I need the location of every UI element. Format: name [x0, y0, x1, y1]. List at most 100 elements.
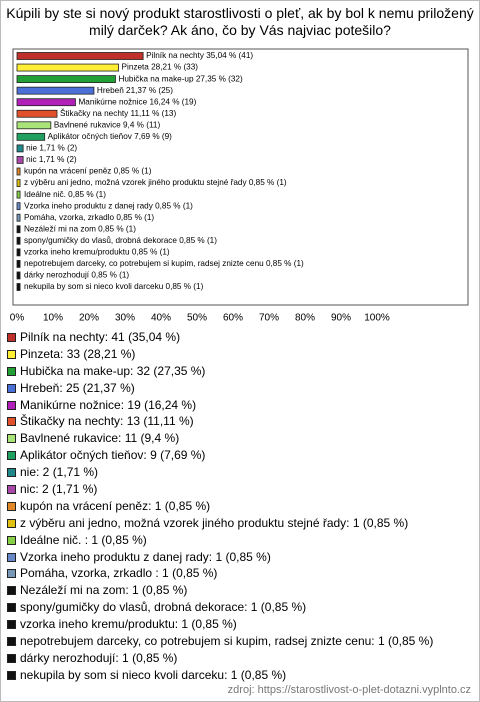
bar-label: Pilník na nechty 35,04 % (41) [146, 51, 253, 60]
legend-label: dárky nerozhodují: 1 (0,85 %) [20, 650, 178, 665]
legend-item: Bavlnené rukavice: 11 (9,4 %) [7, 431, 469, 446]
legend-item: Aplikátor očných tieňov: 9 (7,69 %) [7, 448, 469, 463]
x-tick-label: 90% [331, 313, 351, 324]
x-tick-label: 30% [115, 313, 135, 324]
source: zdroj: https://starostlivost-o-plet-dota… [227, 684, 471, 696]
legend-swatch [7, 603, 16, 613]
bar-label: z výběru ani jedno, možná vzorek jiného … [24, 178, 287, 187]
bar-label: Aplikátor očných tieňov 7,69 % (9) [48, 132, 173, 141]
legend-label: Bavlnené rukavice: 11 (9,4 %) [20, 431, 180, 446]
legend-item: Hubička na make-up: 32 (27,35 %) [7, 364, 469, 379]
bar-label: dárky nerozhodují 0,85 % (1) [24, 271, 129, 280]
legend-label: vzorka ineho kremu/produktu: 1 (0,85 %) [20, 617, 237, 632]
legend-swatch [7, 653, 16, 663]
bar [16, 283, 21, 291]
legend-swatch [7, 670, 16, 680]
legend-swatch [7, 501, 16, 511]
x-tick-label: 70% [259, 313, 279, 324]
bar [16, 190, 21, 199]
legend-label: nepotrebujem darceky, co potrebujem si k… [20, 634, 434, 649]
bar [16, 98, 76, 107]
legend-item: Nezáleží mi na zom: 1 (0,85 %) [7, 583, 469, 598]
legend-swatch [7, 535, 16, 545]
x-tick-label: 20% [79, 313, 99, 324]
bar-label: nie 1,71 % (2) [26, 144, 77, 153]
legend-swatch [7, 349, 16, 359]
bar-label: Manikúrne nožnice 16,24 % (19) [78, 97, 196, 106]
legend-label: z výběru ani jedno, možná vzorek jiného … [20, 515, 409, 530]
legend-label: Pinzeta: 33 (28,21 %) [20, 346, 136, 361]
bar-label: nekupila by som si nieco kvoli darceku 0… [24, 282, 204, 291]
bar-label: Vzorka ineho produktu z danej rady 0,85 … [24, 201, 193, 210]
x-tick-label: 100% [364, 313, 390, 324]
legend-swatch [7, 434, 16, 444]
legend-swatch [7, 637, 16, 647]
legend-label: nekupila by som si nieco kvoli darceku: … [20, 667, 287, 682]
bar-label: Štikačky na nechty 11,11 % (13) [60, 108, 176, 118]
bar-label: Bavlnené rukavice 9,4 % (11) [54, 120, 161, 129]
legend-swatch [7, 468, 16, 478]
bar [16, 132, 46, 141]
chart-title: Kúpili by ste si nový produkt starostliv… [6, 5, 474, 38]
bar [16, 213, 21, 222]
legend-item: Vzorka ineho produktu z danej rady: 1 (0… [7, 550, 469, 565]
bar [16, 248, 21, 257]
bar [16, 121, 52, 130]
bar [16, 63, 119, 72]
legend-item: nepotrebujem darceky, co potrebujem si k… [7, 634, 469, 649]
legend-item: Manikúrne nožnice: 19 (16,24 %) [7, 398, 469, 413]
legend-swatch [7, 400, 16, 410]
legend-label: Hubička na make-up: 32 (27,35 %) [20, 363, 206, 378]
legend-label: Štikačky na nechty: 13 (11,11 %) [20, 414, 194, 429]
legend-swatch [7, 451, 16, 461]
legend-label: Aplikátor očných tieňov: 9 (7,69 %) [20, 448, 206, 463]
legend-label: Nezáleží mi na zom: 1 (0,85 %) [20, 583, 188, 598]
legend-label: Hrebeň: 25 (21,37 %) [20, 380, 135, 395]
bar [16, 109, 58, 118]
bar-label: Pinzeta 28,21 % (33) [122, 63, 199, 72]
legend-item: nic: 2 (1,71 %) [7, 482, 469, 497]
legend: Pilník na nechty: 41 (35,04 %) Pinzeta: 3… [7, 330, 469, 685]
x-tick-label: 60% [223, 313, 243, 324]
bar-label: Ideálne nič. 0,85 % (1) [24, 190, 106, 199]
bar [16, 156, 24, 164]
legend-item: Pomáha, vzorka, zrkadlo : 1 (0,85 %) [7, 566, 469, 581]
bar-label: Pomáha, vzorka, zrkadlo 0,85 % (1) [24, 213, 154, 222]
legend-label: Manikúrne nožnice: 19 (16,24 %) [20, 397, 197, 412]
legend-item: Pilník na nechty: 41 (35,04 %) [7, 330, 469, 345]
legend-item: z výběru ani jedno, možná vzorek jiného … [7, 516, 469, 531]
legend-item: Pinzeta: 33 (28,21 %) [7, 347, 469, 362]
bar [16, 86, 95, 95]
x-tick-label: 40% [151, 313, 171, 324]
chart: 0% 10% 20% 30% 40% 50% 60% 70% 80% 90% 100% Pilník … [10, 48, 469, 324]
bar [16, 225, 21, 234]
legend-label: kupón na vrácení peněz: 1 (0,85 %) [20, 498, 211, 513]
bar-label: Nezáleží mi na zom 0,85 % (1) [24, 224, 136, 233]
bar [16, 259, 21, 268]
legend-label: nie: 2 (1,71 %) [20, 465, 99, 480]
legend-item: Štikačky na nechty: 13 (11,11 %) [7, 414, 469, 429]
legend-label: Vzorka ineho produktu z danej rady: 1 (0… [20, 549, 271, 564]
legend-item: dárky nerozhodují: 1 (0,85 %) [7, 651, 469, 666]
legend-swatch [7, 552, 16, 562]
bar [16, 52, 144, 60]
legend-label: Pilník na nechty: 41 (35,04 %) [20, 330, 181, 344]
legend-swatch [7, 485, 16, 495]
x-tick-label: 50% [187, 313, 207, 324]
legend-swatch [7, 366, 16, 376]
legend-label: Ideálne nič. : 1 (0,85 %) [20, 532, 147, 547]
bar [16, 167, 21, 176]
legend-item: Ideálne nič. : 1 (0,85 %) [7, 533, 469, 548]
legend-swatch [7, 586, 16, 596]
legend-item: nekupila by som si nieco kvoli darceku: … [7, 668, 469, 683]
bar [16, 75, 116, 83]
bar-label: Hubička na make-up 27,35 % (32) [118, 74, 243, 83]
x-tick-label: 10% [43, 313, 63, 324]
legend-item: vzorka ineho kremu/produktu: 1 (0,85 %) [7, 617, 469, 632]
legend-swatch [7, 620, 16, 630]
legend-label: nic: 2 (1,71 %) [20, 482, 98, 497]
bar [16, 144, 24, 153]
bar-label: spony/gumičky do vlasů, drobná dekorace … [24, 235, 217, 245]
bar-label: Hrebeň 21,37 % (25) [97, 86, 173, 95]
